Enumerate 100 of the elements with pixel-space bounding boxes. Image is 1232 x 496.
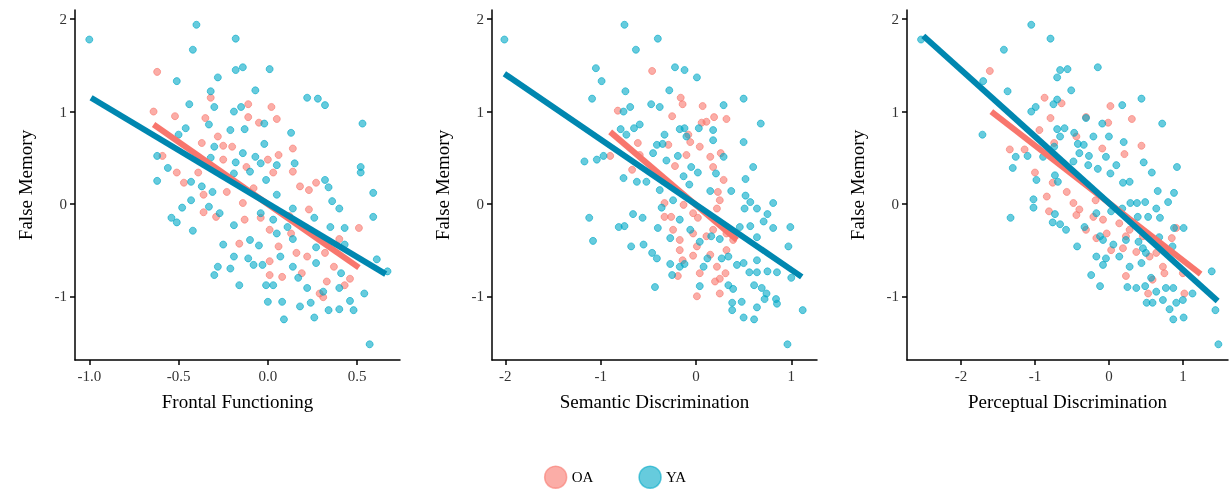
- point: [702, 117, 711, 126]
- point: [712, 204, 721, 213]
- y-tick-label: -1: [54, 288, 67, 305]
- y-tick-label: -1: [886, 288, 899, 305]
- point: [304, 186, 313, 195]
- x-tick-label: -2: [954, 367, 968, 384]
- point: [689, 251, 698, 260]
- x-tick-label: 0.5: [347, 367, 367, 384]
- point: [213, 132, 222, 141]
- point: [1104, 118, 1113, 127]
- point: [1120, 150, 1129, 159]
- point: [721, 269, 730, 278]
- point: [675, 246, 684, 255]
- point: [335, 235, 344, 244]
- point: [171, 112, 179, 121]
- x-tick-label: 0: [1105, 367, 1113, 384]
- point: [194, 168, 203, 177]
- point: [228, 142, 237, 151]
- point: [715, 196, 724, 205]
- x-axis-title: Perceptual Discrimination: [968, 391, 1168, 412]
- point: [219, 155, 228, 164]
- point: [244, 100, 253, 109]
- y-tick-label: 2: [476, 11, 484, 28]
- point: [660, 212, 669, 221]
- point: [197, 138, 206, 147]
- point: [346, 274, 354, 283]
- point: [1121, 271, 1130, 280]
- point: [244, 113, 253, 122]
- point: [1132, 247, 1141, 256]
- x-tick-label: 0: [692, 367, 700, 384]
- point: [219, 141, 228, 150]
- point: [1099, 215, 1107, 224]
- point: [1020, 145, 1029, 154]
- y-tick-label: 1: [476, 103, 484, 120]
- point: [1180, 289, 1189, 298]
- point: [695, 142, 704, 151]
- point: [985, 66, 994, 75]
- point: [1098, 144, 1107, 153]
- point: [1118, 244, 1127, 253]
- y-tick-label: 0: [476, 195, 484, 212]
- point: [648, 66, 657, 75]
- point: [292, 248, 301, 257]
- point: [669, 225, 678, 234]
- point: [1106, 102, 1115, 111]
- y-axis-title: False Memory: [432, 129, 453, 241]
- point: [312, 178, 321, 187]
- point: [628, 165, 637, 174]
- point: [153, 67, 162, 76]
- point: [689, 209, 698, 218]
- x-axis-title: Semantic Discrimination: [559, 391, 750, 412]
- point: [706, 152, 715, 161]
- point: [712, 262, 721, 271]
- point: [297, 269, 306, 278]
- point: [1042, 192, 1051, 201]
- point: [713, 187, 722, 196]
- point: [668, 112, 677, 121]
- point: [695, 269, 704, 278]
- point: [222, 187, 231, 196]
- point: [673, 271, 682, 280]
- point: [1115, 219, 1124, 228]
- point: [1160, 269, 1169, 278]
- point: [172, 168, 181, 177]
- point: [1005, 145, 1014, 154]
- point: [1035, 126, 1044, 135]
- point: [693, 213, 702, 222]
- point: [179, 178, 188, 187]
- point: [692, 292, 701, 301]
- point: [606, 151, 615, 160]
- y-tick-label: 0: [59, 195, 67, 212]
- x-tick-label: 1: [1179, 367, 1187, 384]
- point: [1167, 234, 1176, 243]
- point: [719, 175, 728, 184]
- point: [686, 138, 695, 147]
- point: [676, 93, 685, 102]
- point: [304, 205, 313, 214]
- y-tick-label: 2: [59, 11, 67, 28]
- x-tick-label: -1.0: [77, 367, 102, 384]
- point: [1125, 225, 1134, 234]
- point: [329, 262, 338, 271]
- x-tick-label: -0.5: [166, 367, 191, 384]
- point: [722, 246, 731, 255]
- point: [322, 277, 331, 286]
- point: [1127, 114, 1136, 123]
- x-tick-label: 0.0: [258, 367, 278, 384]
- point: [354, 223, 363, 232]
- point: [660, 199, 669, 208]
- y-tick-label: -1: [471, 288, 484, 305]
- y-tick-label: 1: [59, 103, 67, 120]
- legend-label: YA: [666, 469, 687, 486]
- point: [265, 271, 274, 280]
- point: [671, 162, 679, 171]
- point: [238, 199, 247, 208]
- point: [678, 100, 687, 109]
- point: [278, 272, 287, 281]
- point: [715, 289, 724, 298]
- point: [1046, 114, 1055, 123]
- legend-label: OA: [571, 469, 594, 486]
- point: [321, 248, 329, 257]
- point: [265, 257, 274, 266]
- point: [199, 208, 208, 217]
